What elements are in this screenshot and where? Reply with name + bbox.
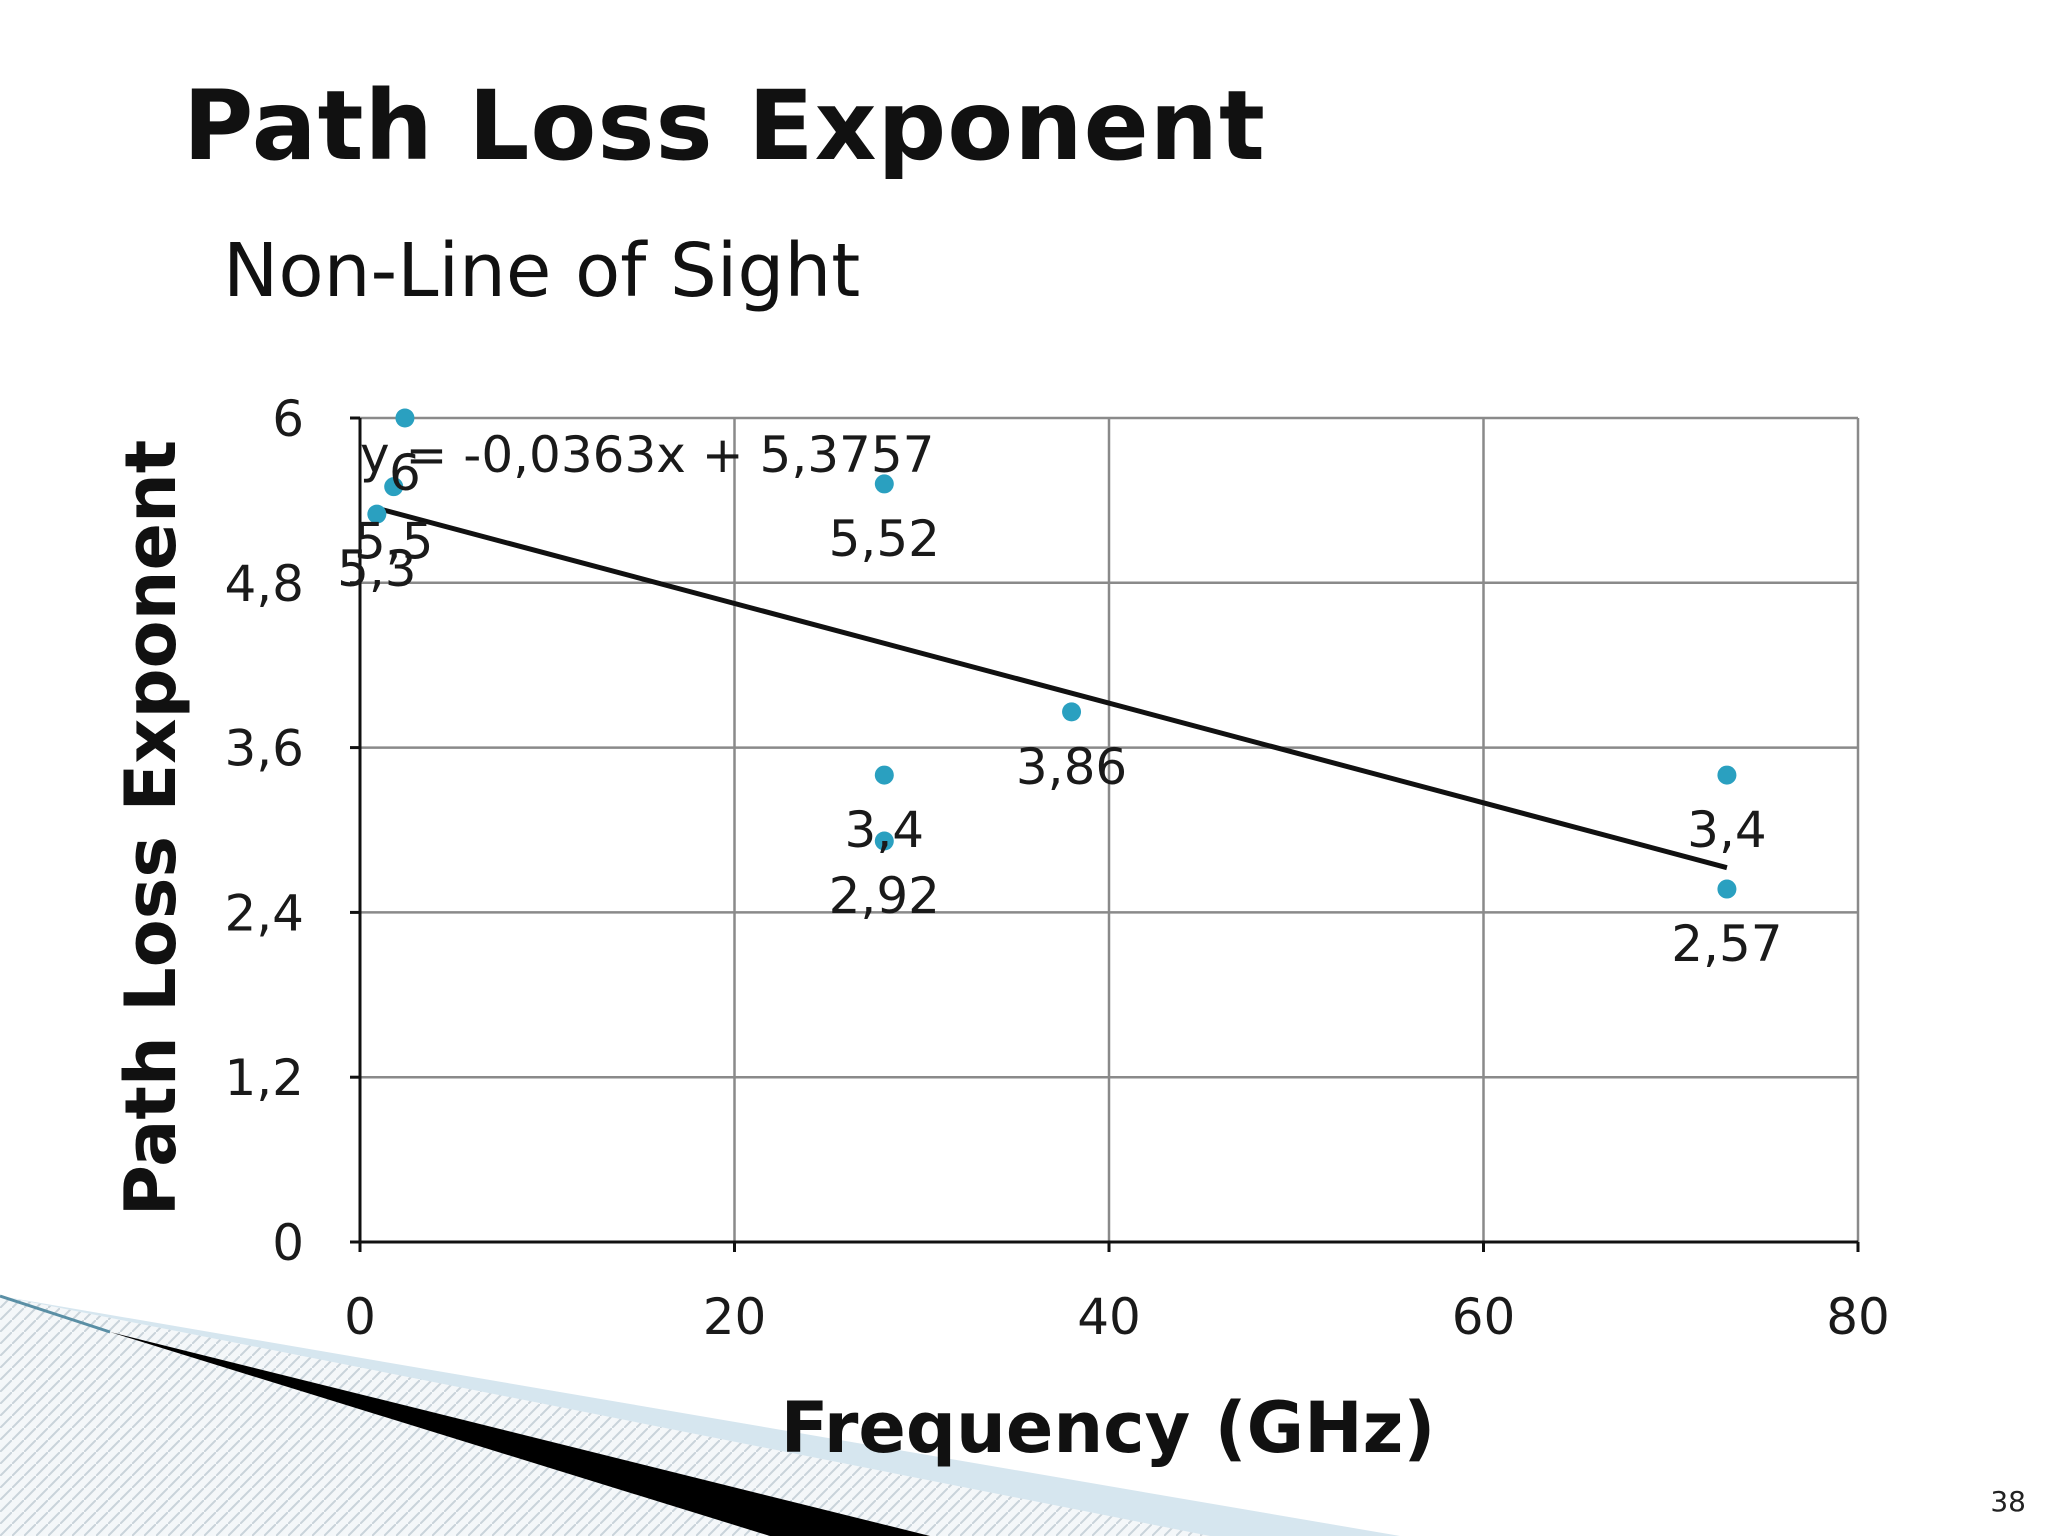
x-tick-label: 0 [344,1288,376,1346]
data-point [1062,702,1082,722]
y-tick-label: 1,2 [224,1049,304,1107]
data-label: 2,57 [1671,915,1782,973]
tick-labels: 01,22,43,64,860 20 40 60 80 [224,390,1889,1346]
y-tick-label: 6 [272,390,304,448]
data-point [874,831,894,851]
data-label: 5,3 [337,540,417,598]
x-tick-label: 40 [1077,1288,1141,1346]
data-label: 5,5 [354,513,434,571]
data-points [367,408,1737,899]
data-point [384,477,404,497]
data-point [367,504,387,524]
teal-edge-line [0,1294,111,1334]
light-blue-band [0,1296,1400,1536]
trendline-group [376,505,1728,871]
black-wedge [110,1332,930,1536]
data-point [874,765,894,785]
x-tick-label: 20 [703,1288,767,1346]
y-tick-label: 0 [272,1214,304,1272]
data-point [395,408,415,428]
page-number: 38 [1990,1485,2026,1518]
x-axis-title: Frequency (GHz) [781,1387,1436,1469]
data-label: 2,92 [829,867,940,925]
trendline [376,505,1728,871]
trendline-equation: y = -0,0363x + 5,3757 [360,426,935,484]
y-tick-label: 2,4 [224,884,304,942]
axes [350,416,1860,1252]
data-label: 3,86 [1016,738,1127,796]
data-labels: 5,35,5 6 5,52 3,4 2,92 3,86 3,4 2,57 [337,444,1783,973]
y-axis-title: Path Loss Exponent [110,440,192,1217]
data-point [1717,765,1737,785]
data-label: 5,52 [829,510,940,568]
y-tick-label: 3,6 [224,720,304,778]
slide-title: Path Loss Exponent [183,70,1266,182]
y-tick-label: 4,8 [224,555,304,613]
slide-subtitle: Non-Line of Sight [223,228,861,314]
data-label: 3,4 [845,801,925,859]
data-label: 6 [389,444,421,502]
data-point [874,474,894,494]
data-point [1717,879,1737,899]
data-label: 3,4 [1687,801,1767,859]
x-tick-label: 60 [1452,1288,1516,1346]
x-tick-label: 80 [1826,1288,1890,1346]
grid-lines [360,416,1860,1242]
